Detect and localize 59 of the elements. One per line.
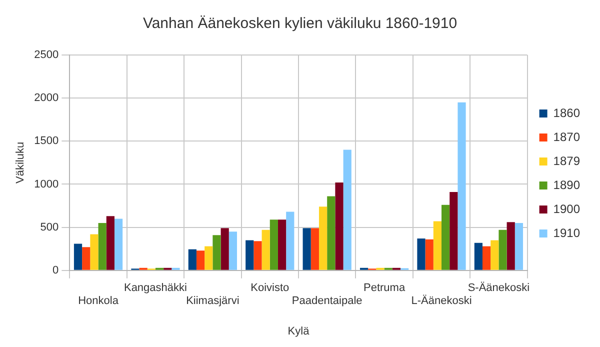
x-tick-label: Kiimasjärvi bbox=[186, 295, 240, 308]
bar bbox=[490, 240, 499, 270]
bar bbox=[262, 230, 270, 270]
bar bbox=[114, 218, 123, 270]
bar bbox=[335, 182, 344, 270]
x-tick-label: S-Äänekoski bbox=[468, 281, 530, 294]
bar bbox=[442, 204, 450, 270]
bar bbox=[450, 192, 458, 270]
legend-label: 1910 bbox=[553, 226, 580, 240]
legend-label: 1890 bbox=[553, 178, 580, 192]
x-tick-label: Koivisto bbox=[250, 282, 290, 294]
x-tick-label: Honkola bbox=[78, 295, 120, 308]
bar bbox=[74, 244, 82, 270]
bar bbox=[433, 221, 442, 270]
bar bbox=[270, 220, 278, 270]
bar bbox=[220, 228, 229, 270]
bar bbox=[417, 238, 426, 270]
bar bbox=[106, 216, 114, 270]
y-tick-label: 0 bbox=[52, 264, 59, 276]
bar bbox=[482, 246, 491, 270]
x-axis-title: Kylä bbox=[288, 325, 310, 338]
bar bbox=[254, 241, 262, 270]
x-tick-label: Petruma bbox=[364, 282, 406, 294]
legend-label: 1860 bbox=[553, 106, 580, 120]
bar bbox=[506, 222, 515, 270]
legend-label: 1870 bbox=[553, 130, 580, 144]
y-tick-label: 1000 bbox=[34, 178, 59, 190]
y-tick-label: 1500 bbox=[34, 135, 59, 148]
y-tick-label: 2000 bbox=[34, 92, 59, 104]
bar bbox=[204, 246, 213, 270]
bar bbox=[302, 228, 311, 270]
bar bbox=[188, 249, 196, 270]
bar bbox=[343, 150, 352, 270]
bar bbox=[98, 223, 106, 270]
bar bbox=[246, 240, 254, 270]
bar bbox=[286, 212, 294, 270]
x-tick-label: Kangashäkki bbox=[124, 282, 187, 294]
bar bbox=[458, 102, 466, 270]
legend-label: 1900 bbox=[553, 202, 580, 216]
y-axis-title: Väkiluku bbox=[14, 142, 27, 184]
bar bbox=[514, 223, 524, 270]
bar bbox=[327, 196, 336, 270]
bar bbox=[196, 250, 205, 270]
y-tick-label: 500 bbox=[40, 221, 59, 234]
bar bbox=[212, 235, 221, 270]
bar bbox=[498, 230, 507, 270]
bar bbox=[228, 232, 237, 270]
y-tick-label: 2500 bbox=[34, 49, 59, 62]
x-tick-label: L-Äänekoski bbox=[411, 294, 472, 308]
bar bbox=[318, 206, 328, 270]
bar bbox=[82, 247, 90, 270]
chart-title: Vanhan Äänekosken kylien väkiluku 1860-1910 bbox=[142, 15, 458, 32]
bar bbox=[425, 239, 434, 270]
bar bbox=[310, 228, 319, 270]
x-tick-label: Paadentaipale bbox=[292, 295, 362, 308]
legend-label: 1879 bbox=[553, 154, 580, 168]
bar bbox=[474, 242, 482, 270]
bar bbox=[278, 220, 286, 270]
bar bbox=[90, 234, 98, 270]
